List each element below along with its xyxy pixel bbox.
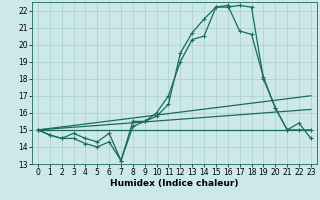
X-axis label: Humidex (Indice chaleur): Humidex (Indice chaleur) (110, 179, 239, 188)
